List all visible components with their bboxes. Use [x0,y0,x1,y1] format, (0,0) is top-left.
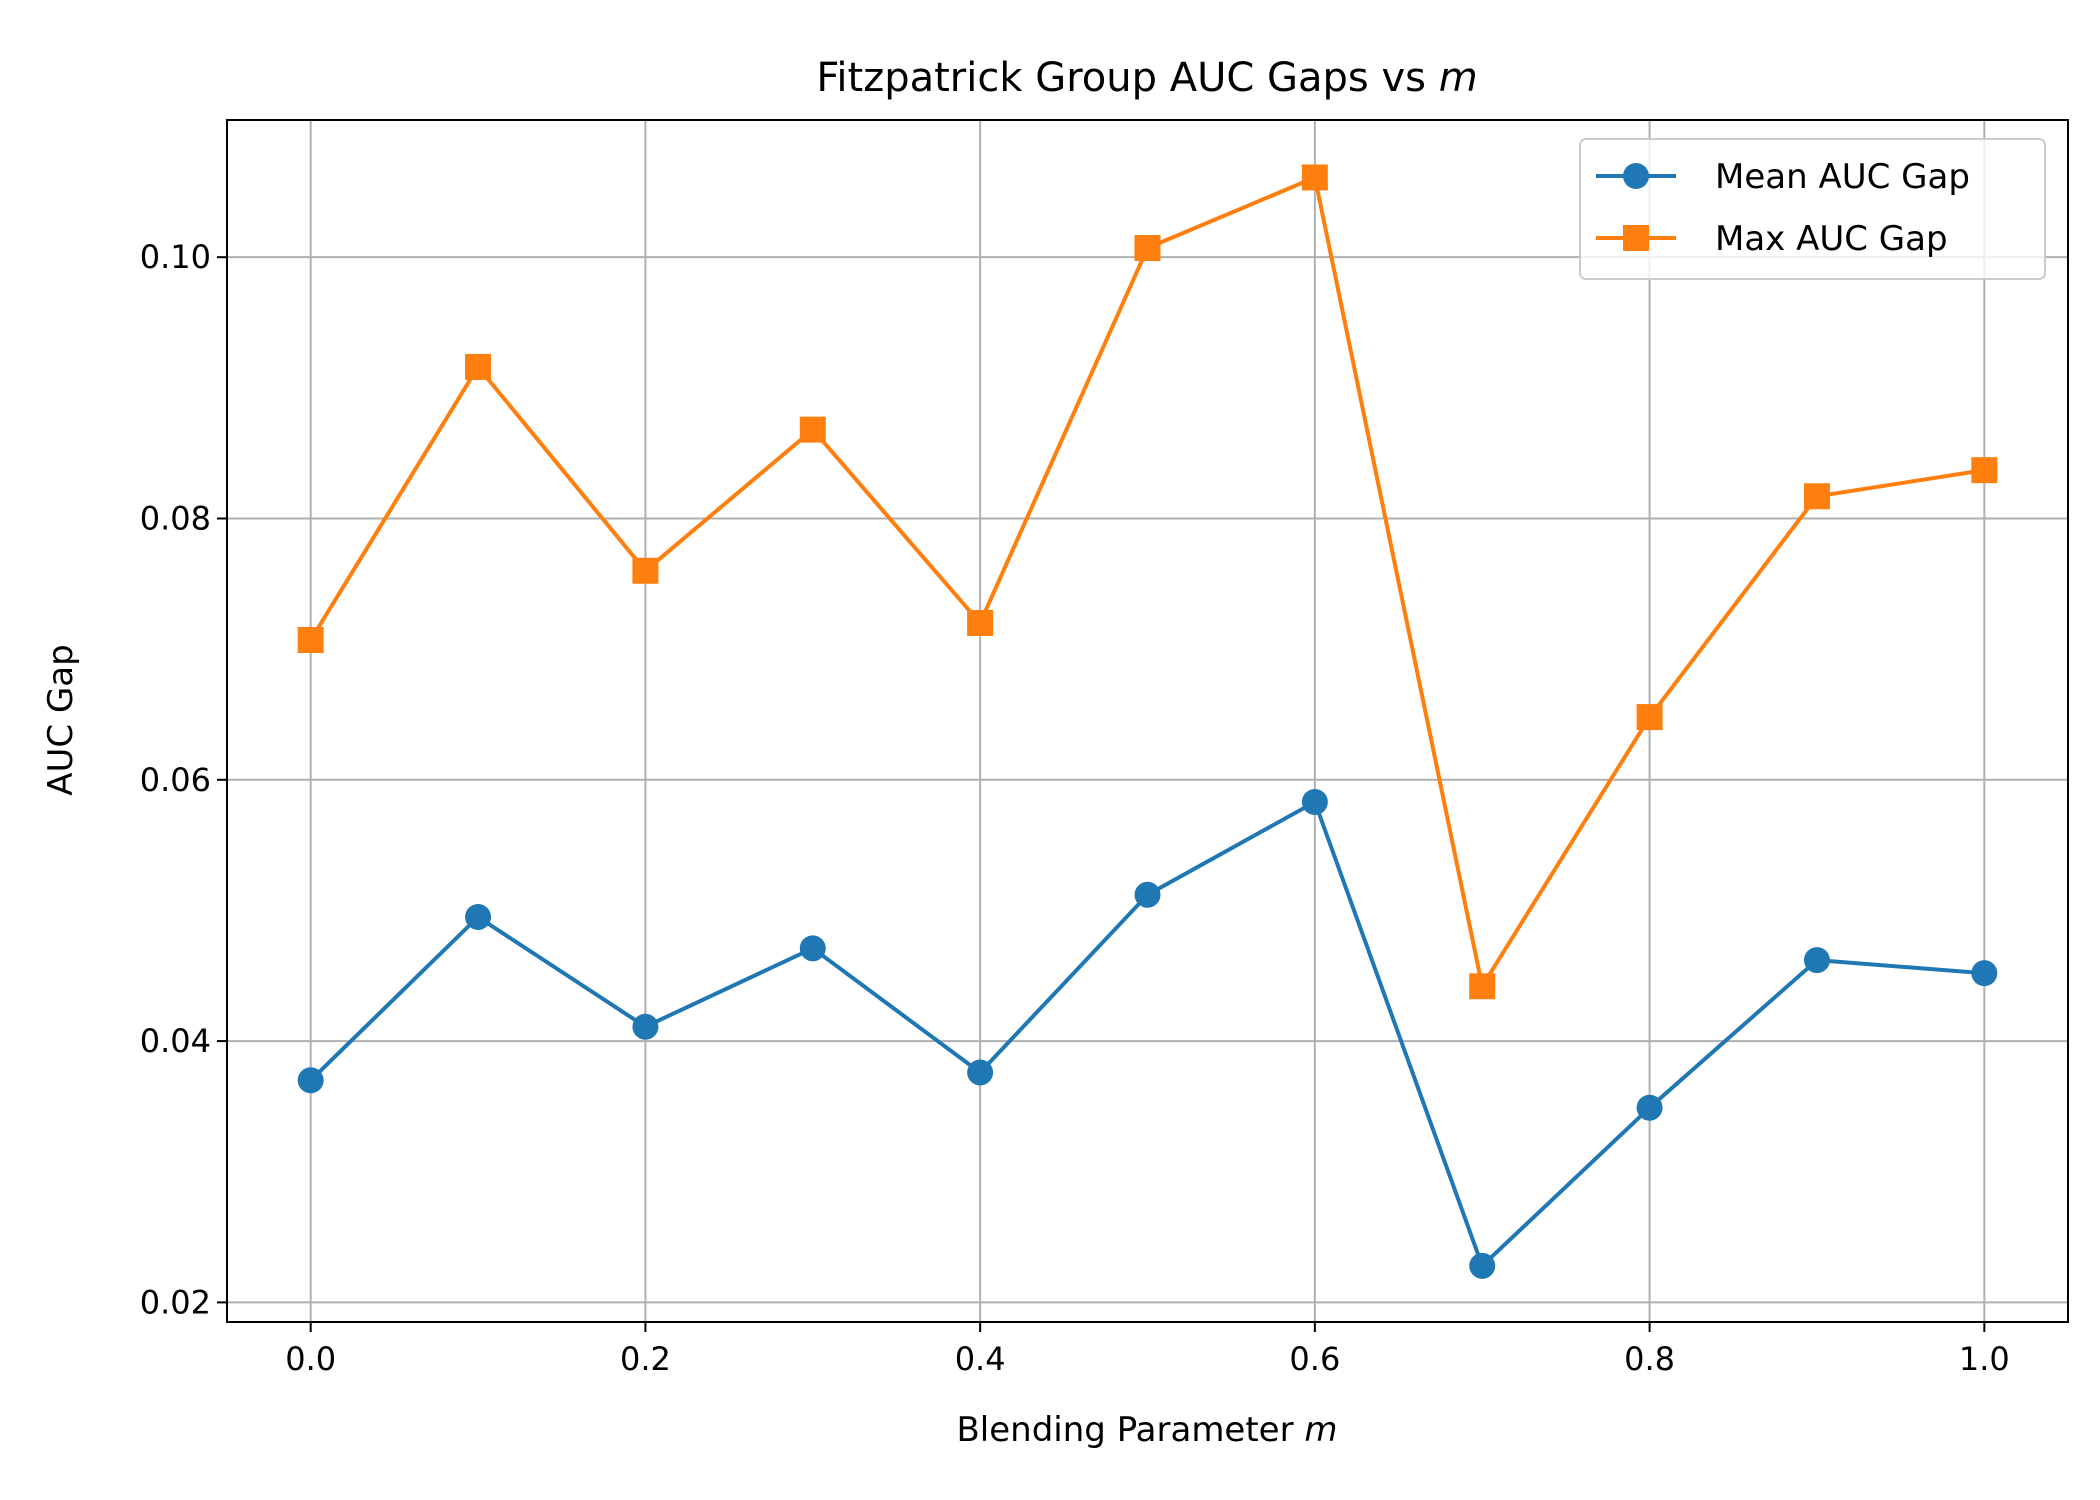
data-point-mean-auc-gap [632,1013,659,1040]
chart-title-text: Fitzpatrick Group AUC Gaps vs [816,55,1438,101]
data-point-max-auc-gap [967,610,994,637]
x-tick-label: 0.2 [620,1340,671,1378]
data-point-max-auc-gap [297,626,324,653]
y-tick-label: 0.02 [140,1283,211,1321]
legend: Mean AUC Gap Max AUC Gap [1579,138,2046,280]
legend-item-mean-auc-gap: Mean AUC Gap [1596,157,1970,197]
data-point-max-auc-gap [1636,704,1663,731]
data-point-mean-auc-gap [967,1059,994,1086]
y-tick-label: 0.06 [140,761,211,799]
x-tick-label: 1.0 [1959,1340,2010,1378]
x-axis-label-text: Blending Parameter [956,1410,1304,1450]
data-point-mean-auc-gap [1636,1094,1663,1121]
x-tick-label: 0.8 [1624,1340,1675,1378]
data-point-max-auc-gap [632,557,659,584]
data-point-mean-auc-gap [1301,789,1328,816]
data-point-max-auc-gap [1971,457,1998,484]
data-point-mean-auc-gap [799,935,826,962]
x-tick-label: 0.0 [285,1340,336,1378]
data-point-max-auc-gap [1301,164,1328,191]
legend-label: Max AUC Gap [1715,219,1948,259]
data-point-mean-auc-gap [1134,881,1161,908]
y-tick-label: 0.04 [140,1022,211,1060]
data-point-max-auc-gap [1803,483,1830,510]
y-ticks: 0.02 0.04 0.06 0.08 0.10 [140,238,227,1321]
legend-marker [1623,225,1649,251]
y-tick-label: 0.10 [140,238,211,276]
data-point-max-auc-gap [799,416,826,443]
legend-label: Mean AUC Gap [1715,157,1970,197]
chart-title: Fitzpatrick Group AUC Gaps vs m [816,55,1477,101]
series-max-auc-gap [297,164,1998,1000]
data-point-max-auc-gap [1134,235,1161,262]
data-point-max-auc-gap [465,353,492,380]
data-point-mean-auc-gap [297,1067,324,1094]
series-layer [297,164,1998,1279]
chart-title-variable: m [1439,55,1478,101]
data-point-mean-auc-gap [1971,960,1998,987]
y-axis-label: AUC Gap [41,644,81,795]
x-ticks: 0.0 0.2 0.4 0.6 0.8 1.0 [285,1322,2010,1378]
x-tick-label: 0.6 [1289,1340,1340,1378]
data-point-mean-auc-gap [1803,947,1830,974]
x-axis-label: Blending Parameter m [956,1410,1337,1450]
data-point-mean-auc-gap [465,903,492,930]
series-mean-auc-gap [297,789,1998,1279]
x-tick-label: 0.4 [955,1340,1006,1378]
y-tick-label: 0.08 [140,499,211,537]
legend-box [1579,138,2046,280]
x-axis-label-variable: m [1304,1410,1337,1450]
data-point-mean-auc-gap [1469,1252,1496,1279]
legend-item-max-auc-gap: Max AUC Gap [1596,219,1948,259]
plot-frame [226,119,2069,1323]
data-point-max-auc-gap [1469,973,1496,1000]
legend-marker [1623,163,1649,189]
